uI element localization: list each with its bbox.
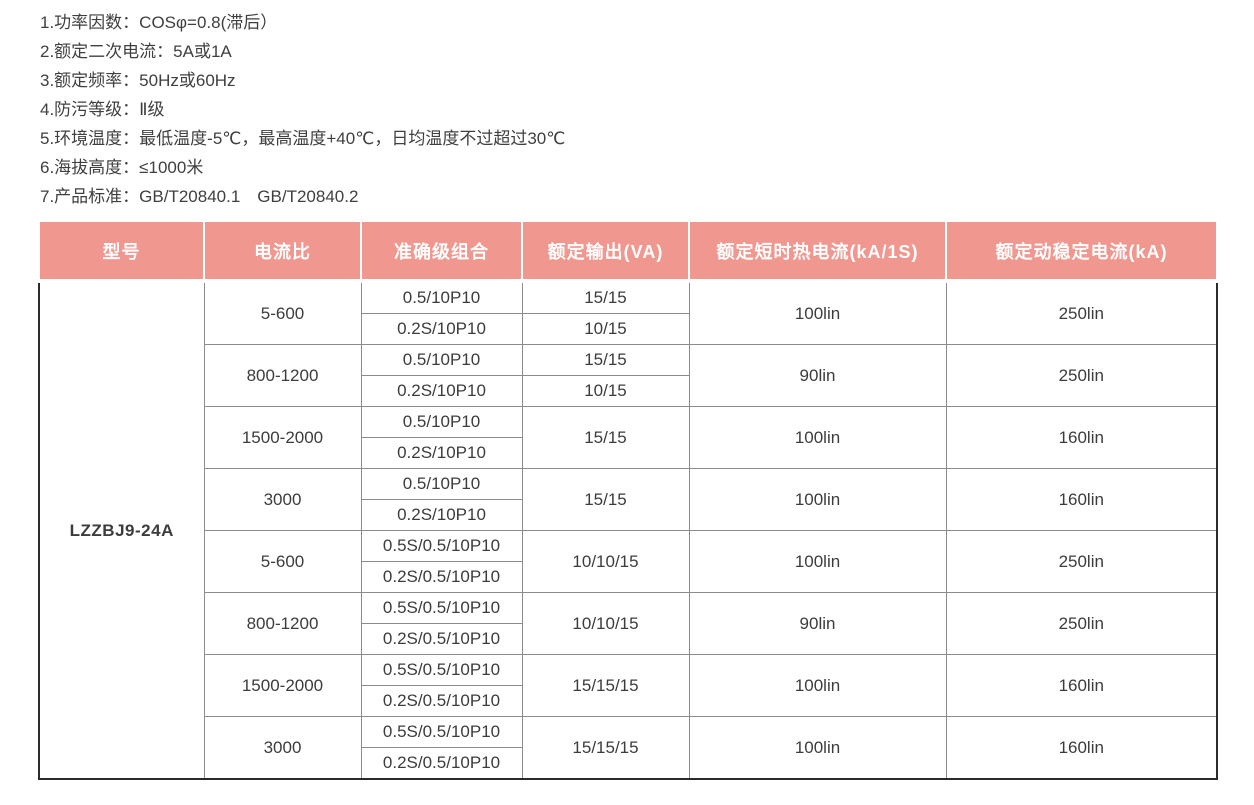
rated-output-cell: 10/15 — [521, 375, 690, 407]
thermal-current-cell: 100lin — [688, 654, 947, 717]
current-ratio-cell: 3000 — [203, 716, 362, 780]
thermal-current-cell: 100lin — [688, 716, 947, 780]
spec-item-secondary-current: 2.额定二次电流：5A或1A — [40, 42, 232, 61]
accuracy-class-cell: 0.5S/0.5/10P10 — [360, 592, 523, 624]
col-header-current-ratio: 电流比 — [203, 222, 362, 283]
table-row: 0.2S/0.5/10P10 — [39, 685, 1217, 717]
col-header-thermal-current: 额定短时热电流(kA/1S) — [688, 222, 947, 283]
thermal-current-cell: 100lin — [688, 280, 947, 345]
table-row: 0.2S/0.5/10P10 — [39, 747, 1217, 780]
thermal-current-cell: 100lin — [688, 530, 947, 593]
dynamic-current-cell: 160lin — [945, 406, 1218, 469]
table-row: 0.2S/10P10 10/15 — [39, 375, 1217, 407]
thermal-current-cell: 100lin — [688, 468, 947, 531]
table-row: 3000 0.5/10P10 15/15 100lin 160lin — [39, 468, 1218, 531]
col-header-accuracy-class: 准确级组合 — [360, 222, 523, 283]
dynamic-current-cell: 160lin — [945, 468, 1218, 531]
spec-item-pollution-class: 4.防污等级：Ⅱ级 — [40, 100, 165, 119]
dynamic-current-cell: 250lin — [945, 530, 1218, 593]
accuracy-class-cell: 0.2S/0.5/10P10 — [360, 747, 523, 780]
model-cell: LZZBJ9-24A — [38, 280, 205, 780]
rated-output-cell: 15/15 — [521, 280, 690, 314]
table-row: 1500-2000 0.5/10P10 15/15 100lin 160lin — [39, 406, 1218, 469]
col-header-dynamic-current: 额定动稳定电流(kA) — [945, 222, 1218, 283]
table-row: 5-600 0.5S/0.5/10P10 10/10/15 100lin 250lin — [39, 530, 1218, 593]
accuracy-class-cell: 0.5/10P10 — [360, 344, 523, 376]
table-row: 0.2S/0.5/10P10 — [39, 561, 1217, 593]
col-header-model: 型号 — [38, 222, 205, 283]
accuracy-class-cell: 0.2S/10P10 — [360, 375, 523, 407]
spec-item-altitude: 6.海拔高度：≤1000米 — [40, 158, 204, 177]
ratings-table-body: LZZBJ9-24A 5-600 0.5/10P10 15/15 100lin 250li… — [38, 280, 1218, 780]
accuracy-class-cell: 0.2S/10P10 — [360, 437, 523, 469]
thermal-current-cell: 90lin — [688, 592, 947, 655]
rated-output-cell: 10/10/15 — [521, 592, 690, 655]
table-row: LZZBJ9-24A 5-600 0.5/10P10 15/15 100lin 250li… — [38, 280, 1218, 780]
accuracy-class-cell: 0.2S/10P10 — [360, 499, 523, 531]
rated-output-cell: 15/15 — [521, 344, 690, 376]
dynamic-current-cell: 160lin — [945, 654, 1218, 717]
spec-item-standards: 7.产品标准：GB/T20840.1 GB/T20840.2 — [40, 187, 359, 206]
accuracy-class-cell: 0.2S/0.5/10P10 — [360, 623, 523, 655]
ratings-table: 型号 电流比 准确级组合 额定输出(VA) 额定短时热电流(kA/1S) 额定动… — [38, 222, 1218, 780]
thermal-current-cell: 90lin — [688, 344, 947, 407]
spec-item-power-factor: 1.功率因数：COSφ=0.8(滞后） — [40, 13, 278, 32]
dynamic-current-cell: 250lin — [945, 344, 1218, 407]
table-row: 800-1200 0.5S/0.5/10P10 10/10/15 90lin 250li… — [39, 592, 1218, 655]
current-ratio-cell: 5-600 — [203, 530, 362, 593]
current-ratio-cell: 1500-2000 — [203, 654, 362, 717]
rated-output-cell: 10/15 — [521, 313, 690, 345]
current-ratio-cell: 3000 — [203, 468, 362, 531]
rated-output-cell: 15/15/15 — [521, 654, 690, 717]
rated-output-cell: 15/15 — [521, 406, 690, 469]
header-row: 型号 电流比 准确级组合 额定输出(VA) 额定短时热电流(kA/1S) 额定动… — [38, 222, 1218, 283]
spec-item-frequency: 3.额定频率：50Hz或60Hz — [40, 71, 236, 90]
accuracy-class-cell: 0.5S/0.5/10P10 — [360, 716, 523, 748]
accuracy-class-cell: 0.5/10P10 — [360, 280, 523, 314]
table-row: 0.2S/10P10 — [39, 437, 1217, 469]
accuracy-class-cell: 0.5/10P10 — [360, 468, 523, 500]
spec-list: 1.功率因数：COSφ=0.8(滞后） 2.额定二次电流：5A或1A 3.额定频… — [0, 0, 1254, 211]
accuracy-class-cell: 0.5S/0.5/10P10 — [360, 530, 523, 562]
table-row: 0.2S/0.5/10P10 — [39, 623, 1217, 655]
rated-output-cell: 10/10/15 — [521, 530, 690, 593]
dynamic-current-cell: 160lin — [945, 716, 1218, 780]
table-row: 800-1200 0.5/10P10 15/15 90lin 250lin — [39, 344, 1218, 407]
dynamic-current-cell: 250lin — [945, 280, 1218, 345]
table-row: 1500-2000 0.5S/0.5/10P10 15/15/15 100lin 160… — [39, 654, 1218, 717]
table-row: 0.2S/10P10 — [39, 499, 1217, 531]
current-ratio-cell: 1500-2000 — [203, 406, 362, 469]
dynamic-current-cell: 250lin — [945, 592, 1218, 655]
accuracy-class-cell: 0.5S/0.5/10P10 — [360, 654, 523, 686]
accuracy-class-cell: 0.2S/10P10 — [360, 313, 523, 345]
current-ratio-cell: 800-1200 — [203, 592, 362, 655]
ratings-table-header: 型号 电流比 准确级组合 额定输出(VA) 额定短时热电流(kA/1S) 额定动… — [38, 222, 1218, 283]
thermal-current-cell: 100lin — [688, 406, 947, 469]
rated-output-cell: 15/15/15 — [521, 716, 690, 780]
accuracy-class-cell: 0.2S/0.5/10P10 — [360, 561, 523, 593]
table-row: 3000 0.5S/0.5/10P10 15/15/15 100lin 160lin — [39, 716, 1218, 780]
rated-output-cell: 15/15 — [521, 468, 690, 531]
col-header-rated-output: 额定输出(VA) — [521, 222, 690, 283]
spec-item-ambient-temp: 5.环境温度：最低温度-5℃，最高温度+40℃，日均温度不过超过30℃ — [40, 129, 566, 148]
table-row: 0.2S/10P10 10/15 — [39, 313, 1217, 345]
current-ratio-cell: 800-1200 — [203, 344, 362, 407]
accuracy-class-cell: 0.2S/0.5/10P10 — [360, 685, 523, 717]
current-ratio-cell: 5-600 — [203, 280, 362, 345]
accuracy-class-cell: 0.5/10P10 — [360, 406, 523, 438]
